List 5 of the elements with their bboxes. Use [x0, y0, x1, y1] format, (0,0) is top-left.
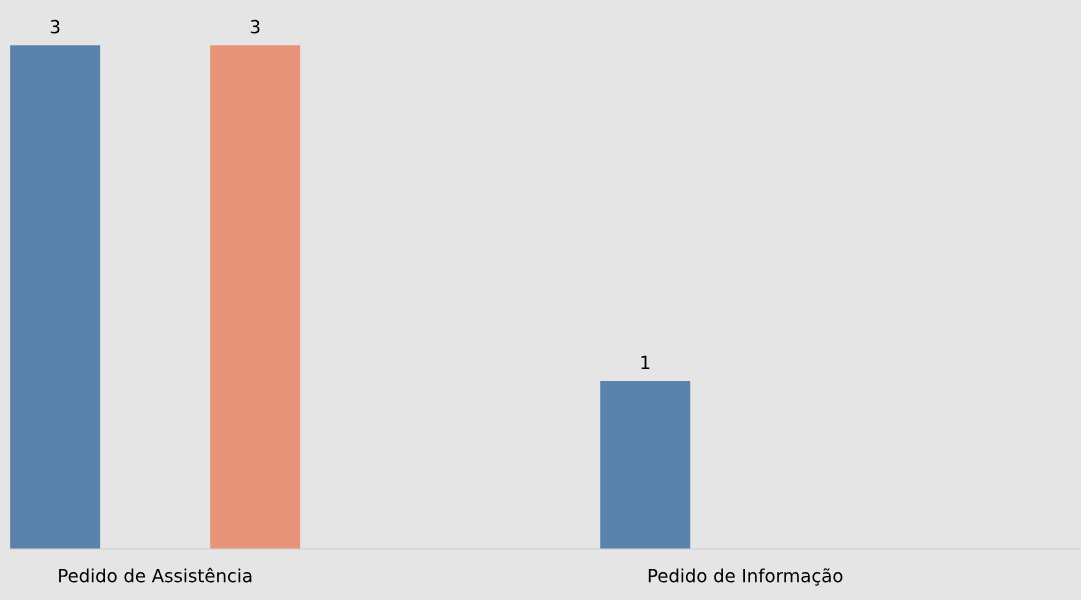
x-tick-label: Pedido de Assistência [59, 567, 252, 583]
data-label: 1 [641, 355, 650, 370]
x-tick-label: Pedido de Informação [648, 568, 843, 586]
data-label: 3 [250, 19, 260, 34]
data-label: 3 [50, 19, 60, 34]
